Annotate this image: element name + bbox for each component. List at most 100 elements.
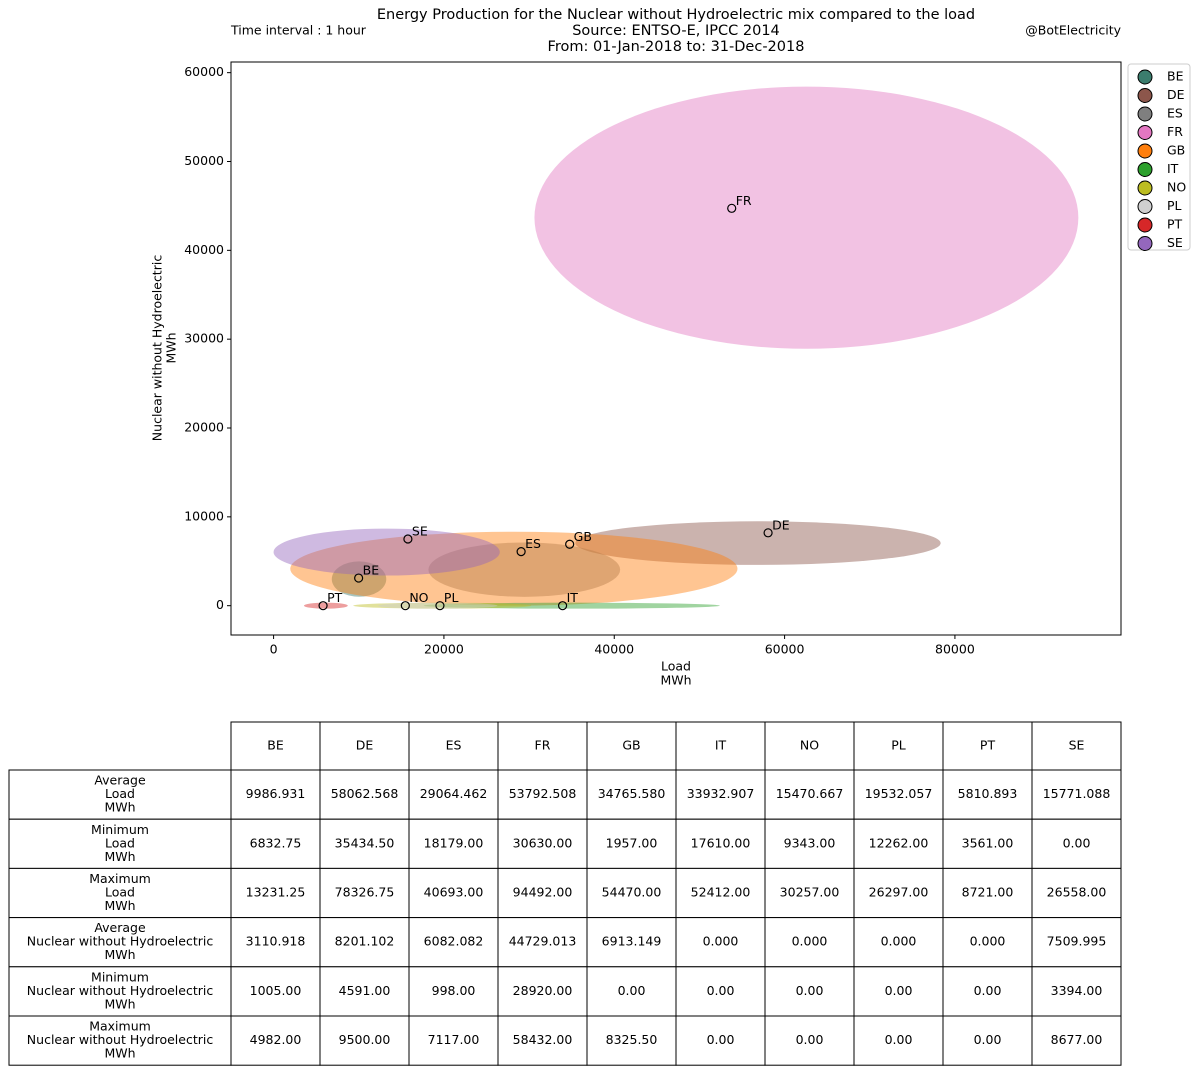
cell: [230, 818, 321, 869]
y-axis-label: Nuclear without Hydroelectric: [150, 255, 165, 442]
cell-text: 0.00: [974, 983, 1002, 998]
cell: [1031, 867, 1122, 919]
row-header-text: MWh: [104, 1046, 135, 1061]
cloud: [575, 521, 941, 565]
cell-text: 6832.75: [250, 835, 302, 850]
cell-text: 0.000: [970, 934, 1006, 949]
row-header-text: Maximum: [89, 871, 151, 886]
row-header-text: MWh: [104, 800, 135, 815]
point-label: DE: [772, 517, 790, 532]
cell-text: 6913.149: [602, 934, 662, 949]
cell: [408, 966, 499, 1017]
cell-text: 33932.907: [687, 786, 755, 801]
row-header-text: MWh: [104, 996, 135, 1011]
y-tick-label: 30000: [184, 331, 224, 346]
legend-label: GB: [1167, 143, 1185, 158]
header-cell: [408, 721, 499, 771]
header-cell: [497, 721, 588, 771]
cell-text: 0.00: [618, 983, 646, 998]
cell-text: 12262.00: [869, 835, 929, 850]
cell-text: 78326.75: [335, 885, 395, 900]
cell-text: 54470.00: [602, 885, 662, 900]
cell-text: 0.000: [703, 934, 739, 949]
cell: [497, 1015, 588, 1066]
x-tick-label: 80000: [935, 642, 975, 657]
row-header-cell: [8, 966, 232, 1017]
cell-text: 0.000: [792, 934, 828, 949]
cell-text: 35434.50: [335, 835, 395, 850]
cloud: [290, 531, 738, 606]
cell: [942, 966, 1033, 1017]
cloud: [353, 602, 532, 609]
cell-text: 15470.667: [776, 786, 844, 801]
header-text: FR: [535, 738, 551, 753]
row-header-text: MWh: [104, 898, 135, 913]
note: Time interval : 1 hour: [230, 23, 367, 38]
cell-text: 0.00: [974, 1032, 1002, 1047]
cell-text: 1005.00: [250, 983, 302, 998]
mean-point: [565, 539, 575, 549]
header-text: GB: [622, 738, 640, 753]
cell-text: 0.000: [881, 934, 917, 949]
legend-label: IT: [1167, 161, 1179, 176]
point-label: SE: [412, 523, 428, 538]
mean-point: [318, 601, 328, 611]
cell: [764, 818, 855, 869]
cloud: [428, 542, 621, 597]
point-label: BE: [363, 563, 380, 578]
header-text: NO: [800, 738, 819, 753]
legend-label: NO: [1167, 180, 1186, 195]
cell: [853, 1015, 944, 1066]
cell: [586, 966, 677, 1017]
cell-text: 9500.00: [339, 1032, 391, 1047]
cloud: [534, 86, 1079, 349]
point-label: ES: [525, 536, 541, 551]
row-header-cell: [8, 818, 232, 869]
x-axis-label: Load: [661, 659, 691, 674]
cell: [1031, 769, 1122, 820]
x-tick-label: 40000: [594, 642, 634, 657]
legend-marker: [1137, 106, 1153, 122]
note: @BotElectricity: [1025, 23, 1121, 38]
cell-text: 0.00: [707, 1032, 735, 1047]
cell: [230, 1015, 321, 1066]
legend-label: PL: [1167, 198, 1182, 213]
cell-text: 998.00: [432, 983, 476, 998]
x-tick-label: 60000: [765, 642, 805, 657]
cell-text: 0.00: [885, 983, 913, 998]
mean-point: [763, 528, 773, 538]
mean-point: [435, 601, 445, 611]
point-label: PT: [327, 590, 343, 605]
cloud: [303, 602, 348, 609]
legend-marker: [1137, 217, 1153, 233]
cell: [586, 1015, 677, 1066]
cell-text: 18179.00: [424, 835, 484, 850]
cell-text: 0.00: [885, 1032, 913, 1047]
cell-text: 4591.00: [339, 983, 391, 998]
y-tick-label: 60000: [184, 64, 224, 79]
header-text: DE: [356, 738, 374, 753]
cell: [675, 769, 766, 820]
cell: [230, 966, 321, 1017]
cell-text: 34765.580: [598, 786, 666, 801]
point-label: NO: [409, 590, 428, 605]
cell: [497, 917, 588, 968]
point-label: FR: [736, 193, 752, 208]
legend-marker: [1137, 125, 1153, 140]
cell-text: 1957.00: [606, 835, 658, 850]
row-header-text: Load: [105, 885, 135, 900]
row-header-text: Average: [94, 920, 146, 935]
legend-label: FR: [1167, 124, 1183, 139]
cell-text: 19532.057: [865, 786, 933, 801]
cell-text: 7117.00: [428, 1032, 480, 1047]
cell-text: 26558.00: [1047, 885, 1107, 900]
y-axis-label: MWh: [164, 332, 179, 363]
legend-marker: [1137, 88, 1153, 103]
mean-point: [557, 601, 568, 611]
header-text: SE: [1069, 738, 1085, 753]
cell: [675, 867, 766, 919]
cell: [1031, 917, 1122, 968]
cell: [586, 769, 677, 820]
header-text: IT: [715, 738, 727, 753]
cell-text: 3394.00: [1051, 983, 1103, 998]
